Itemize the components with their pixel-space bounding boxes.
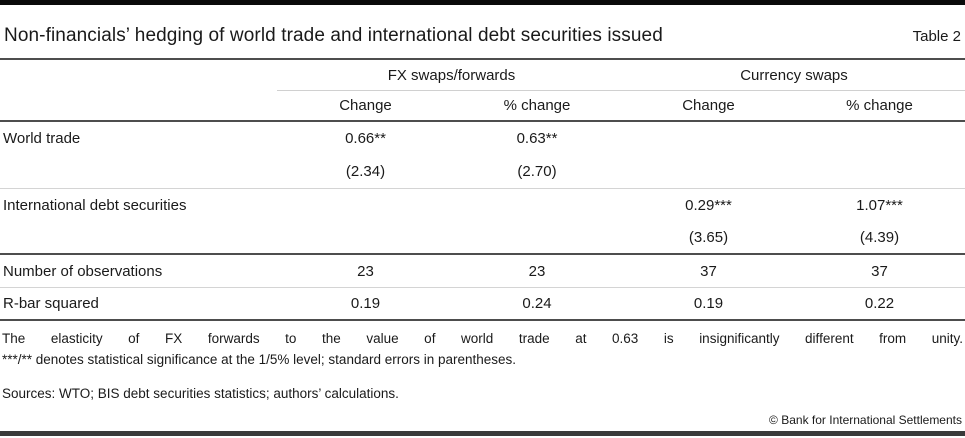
- header-bottom-rule: [0, 120, 965, 122]
- table-row: World trade 0.66** 0.63**: [0, 122, 965, 155]
- observations-block: Number of observations 23 23 37 37: [0, 255, 965, 288]
- table-number-label: Table 2: [912, 28, 961, 45]
- col-group-fx-swaps: FX swaps/forwards: [387, 66, 516, 84]
- column-group-header-row: FX swaps/forwards Currency swaps: [0, 60, 965, 90]
- cell: 0.66**: [345, 130, 386, 147]
- regression-table: FX swaps/forwards Currency swaps Change …: [0, 60, 965, 321]
- table-row: International debt securities 0.29*** 1.…: [0, 189, 965, 221]
- cell: 1.07***: [856, 196, 903, 214]
- table-row: (3.65) (4.39): [0, 221, 965, 253]
- footnote-significance: ***/** denotes statistical significance …: [2, 352, 517, 367]
- cell: (3.65): [688, 228, 729, 246]
- title-row: Non-financials’ hedging of world trade a…: [0, 5, 965, 58]
- cell: 23: [357, 262, 374, 280]
- cell: 0.63**: [516, 130, 558, 147]
- row-label: Number of observations: [3, 262, 163, 280]
- header-fx-pct-change: % change: [503, 97, 571, 114]
- header-cs-pct-change: % change: [846, 97, 913, 114]
- top-divider-bar: [0, 0, 965, 5]
- cell: 0.19: [350, 295, 381, 312]
- cell: 0.22: [864, 295, 895, 312]
- world-trade-block: World trade 0.66** 0.63** (2.34) (2.70): [0, 122, 965, 189]
- header-fx-change: Change: [339, 97, 392, 114]
- row-label: R-bar squared: [3, 295, 99, 312]
- col-group-currency-swaps: Currency swaps: [740, 66, 848, 84]
- table-row: R-bar squared 0.19 0.24 0.19 0.22: [0, 288, 965, 319]
- rbar-squared-block: R-bar squared 0.19 0.24 0.19 0.22: [0, 288, 965, 321]
- cell: 0.24: [522, 295, 552, 312]
- row-label: World trade: [3, 130, 81, 147]
- footnotes: The elasticity of FX forwards to the val…: [0, 328, 965, 370]
- cell: 0.19: [693, 295, 724, 312]
- page-title: Non-financials’ hedging of world trade a…: [4, 24, 663, 46]
- cell: 0.29***: [685, 196, 732, 214]
- debt-securities-block: International debt securities 0.29*** 1.…: [0, 189, 965, 255]
- group-header-underline: [277, 90, 965, 91]
- cell: (2.34): [345, 163, 386, 180]
- cell: (2.70): [517, 163, 557, 180]
- table-row: (2.34) (2.70): [0, 155, 965, 188]
- row-label: International debt securities: [3, 196, 187, 214]
- cell: 37: [871, 262, 888, 280]
- sources-line: Sources: WTO; BIS debt securities statis…: [2, 386, 399, 401]
- table-row: Number of observations 23 23 37 37: [0, 255, 965, 287]
- sub-header-row: Change % change Change % change: [0, 91, 965, 120]
- cell: 37: [700, 262, 717, 280]
- title-rule: [0, 58, 965, 60]
- footnote-elasticity: The elasticity of FX forwards to the val…: [2, 331, 963, 346]
- copyright-notice: © Bank for International Settlements: [769, 413, 962, 427]
- cell: (4.39): [859, 228, 900, 246]
- header-cs-change: Change: [682, 97, 735, 114]
- bottom-divider-bar: [0, 431, 965, 436]
- cell: 23: [528, 262, 546, 280]
